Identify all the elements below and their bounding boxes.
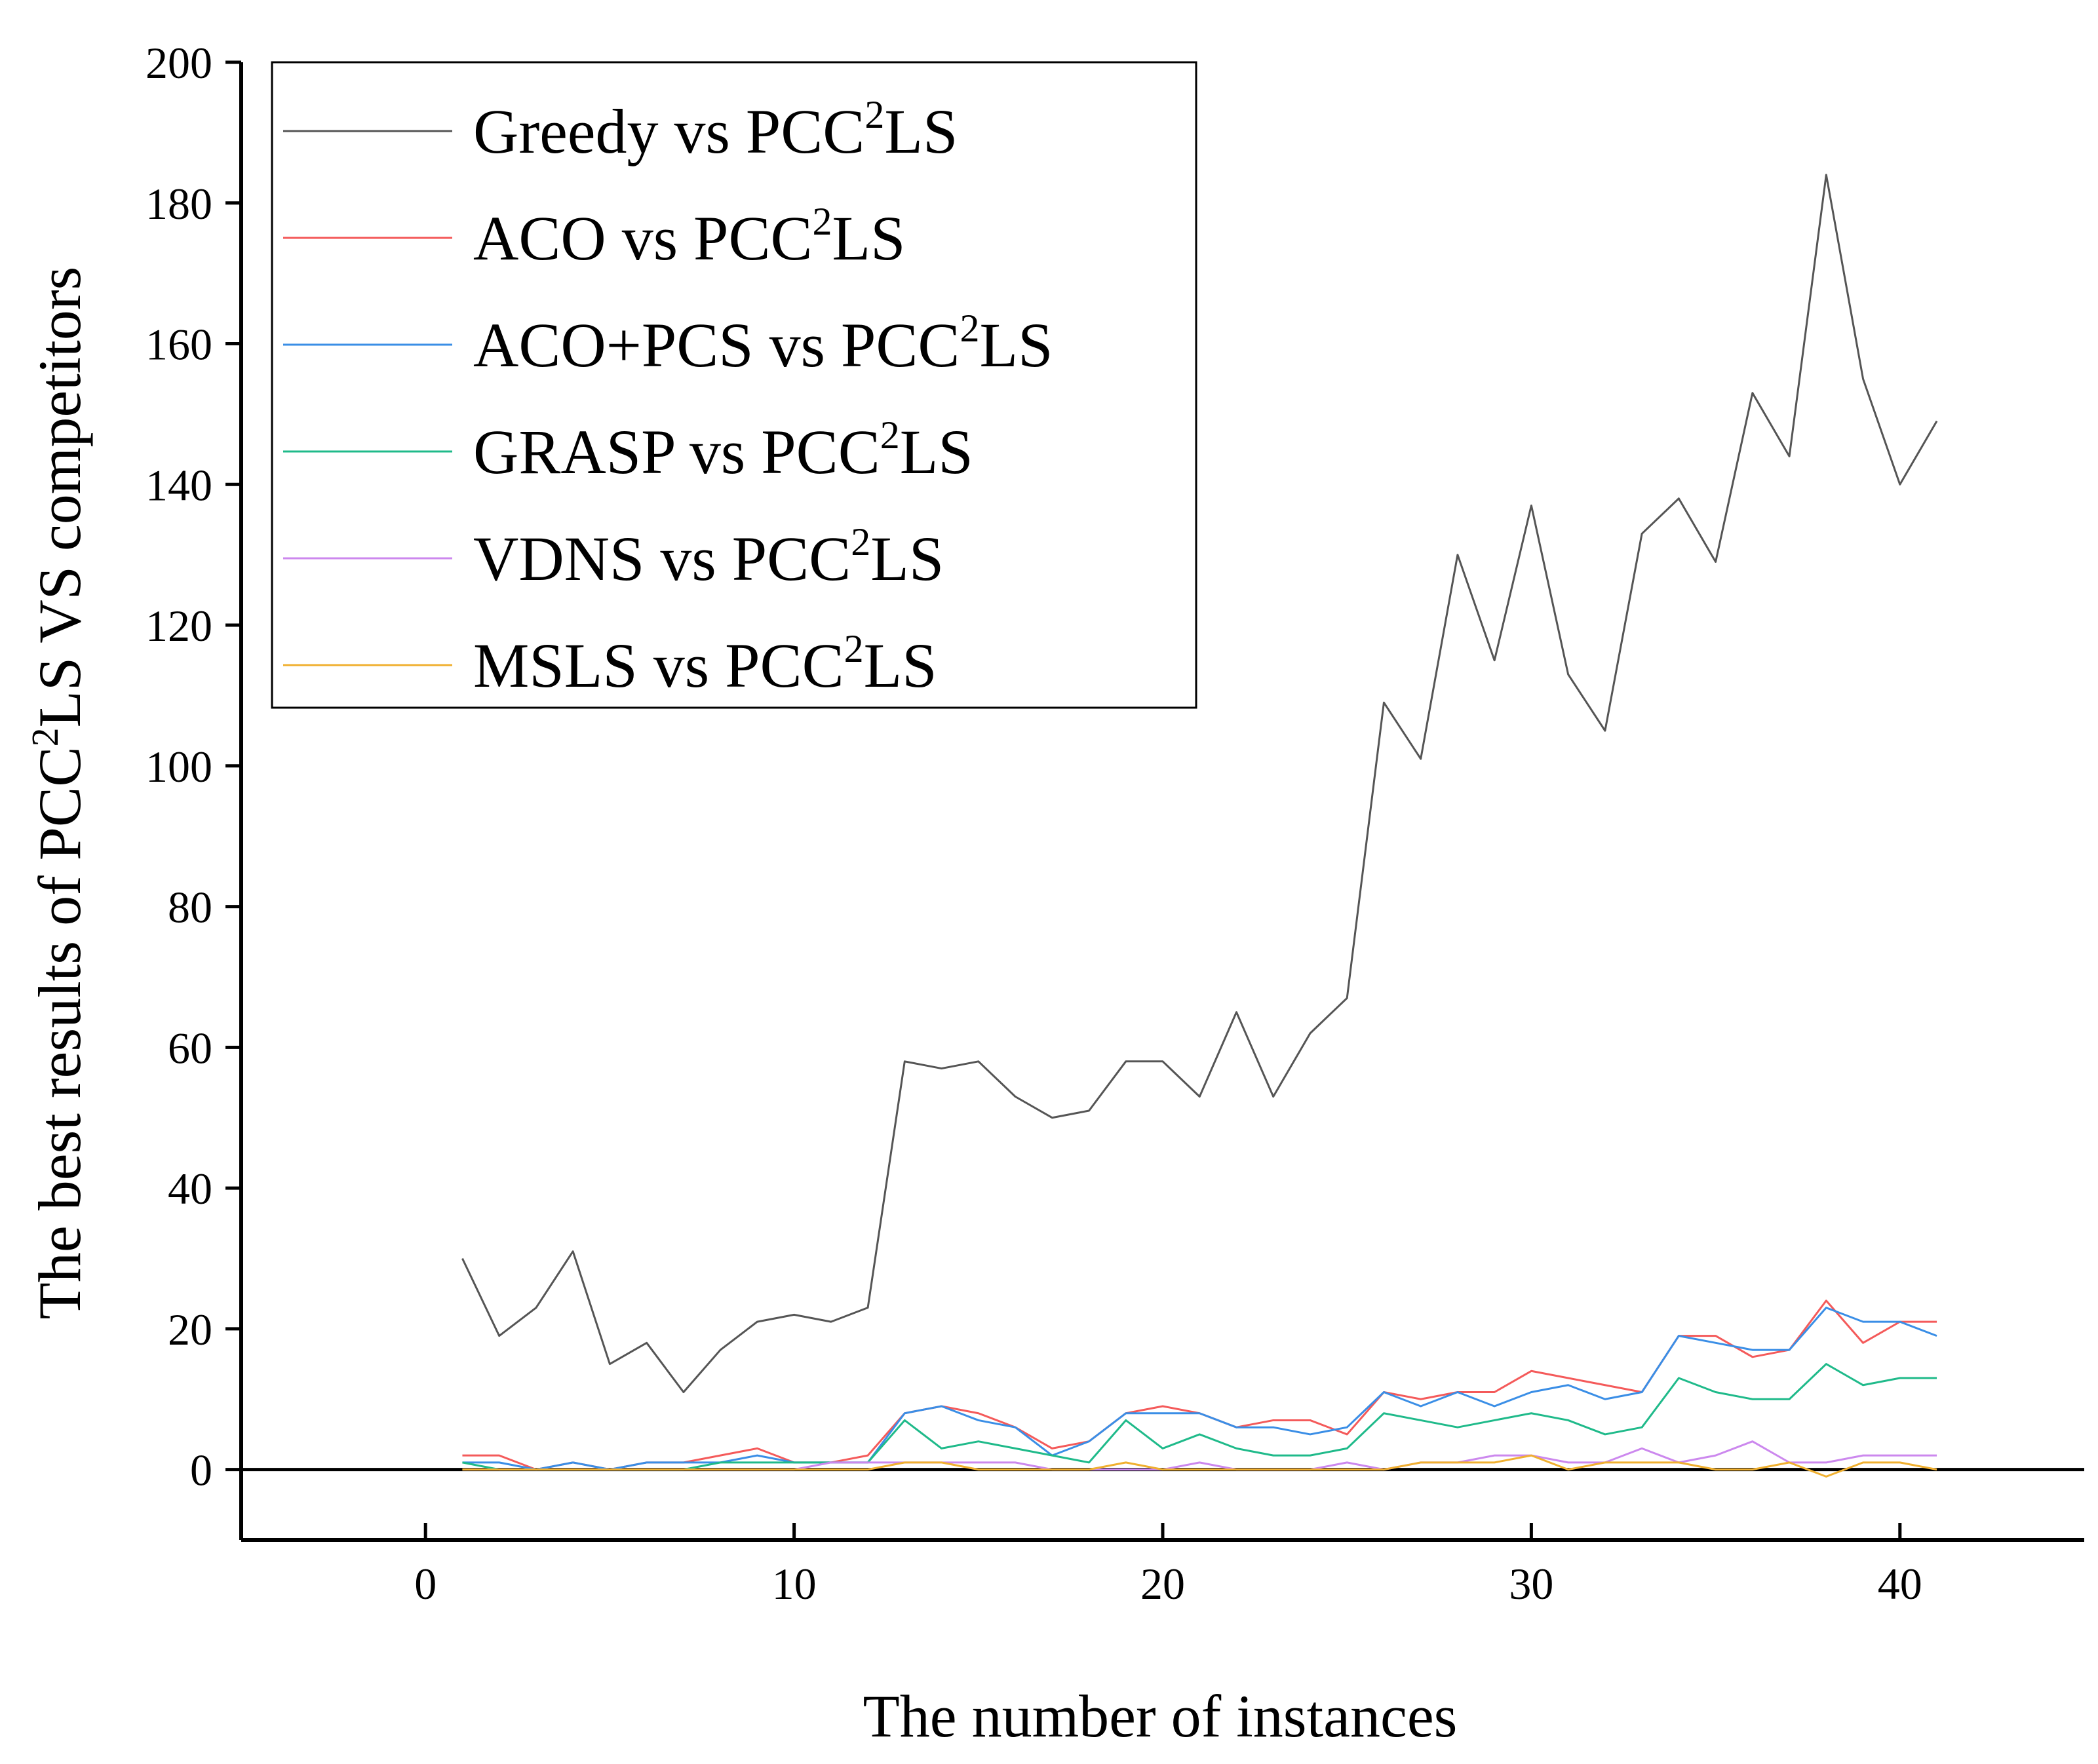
y-axis-title-prefix: The best results of PCC <box>26 746 93 1319</box>
y-tick-label: 120 <box>146 601 212 651</box>
legend-label-5: MSLS vs PCC2LS <box>473 627 937 700</box>
series-layer <box>461 174 1938 1478</box>
x-tick-label: 30 <box>1509 1559 1553 1609</box>
legend-label-2: ACO+PCS vs PCC2LS <box>473 307 1053 380</box>
series-line-2 <box>462 1307 1937 1471</box>
legend-label-0: Greedy vs PCC2LS <box>473 93 958 166</box>
x-tick-label: 20 <box>1140 1559 1185 1609</box>
y-tick-label: 40 <box>168 1164 212 1214</box>
y-tick-label: 140 <box>146 460 212 510</box>
legend-label-4: VDNS vs PCC2LS <box>473 520 944 594</box>
y-tick-label: 60 <box>168 1023 212 1073</box>
y-tick-label: 20 <box>168 1305 212 1354</box>
series-line-3 <box>462 1363 1937 1471</box>
x-tick-label: 40 <box>1878 1559 1922 1609</box>
y-axis-title-sup: 2 <box>24 727 66 746</box>
legend-box <box>271 61 1197 709</box>
axes: 0 20 40 60 80 100 120 140 160 180 200 0 10 20 30 40 <box>146 38 2084 1609</box>
y-tick-label: 100 <box>146 742 212 792</box>
series-line-5 <box>462 1454 1937 1478</box>
plot-area <box>241 174 2084 1478</box>
y-tick-label: 180 <box>146 179 212 229</box>
legend: Greedy vs PCC2LS ACO vs PCC2LS ACO+PCS vs … <box>271 61 1197 709</box>
legend-label-3: GRASP vs PCC2LS <box>473 413 973 487</box>
y-tick-label: 160 <box>146 320 212 370</box>
legend-items: Greedy vs PCC2LS ACO vs PCC2LS ACO+PCS vs … <box>283 93 1053 700</box>
x-tick-label: 0 <box>414 1559 437 1609</box>
series-line-1 <box>462 1299 1937 1471</box>
x-tick-label: 10 <box>772 1559 817 1609</box>
series-line-0 <box>461 174 1938 1393</box>
x-axis-title: The number of instances <box>863 1683 1458 1750</box>
y-tick-label: 80 <box>168 883 212 932</box>
y-axis-title-suffix: LS VS competitors <box>26 267 93 728</box>
y-axis-title: The best results of PCC2LS VS competitor… <box>24 267 93 1320</box>
x-ticks: 0 10 20 30 40 <box>414 1523 1922 1609</box>
legend-label-1: ACO vs PCC2LS <box>473 200 906 273</box>
series-line-4 <box>462 1440 1937 1471</box>
y-tick-label: 200 <box>146 38 212 88</box>
y-ticks: 0 20 40 60 80 100 120 140 160 180 200 <box>146 38 241 1495</box>
y-tick-label: 0 <box>190 1446 212 1495</box>
